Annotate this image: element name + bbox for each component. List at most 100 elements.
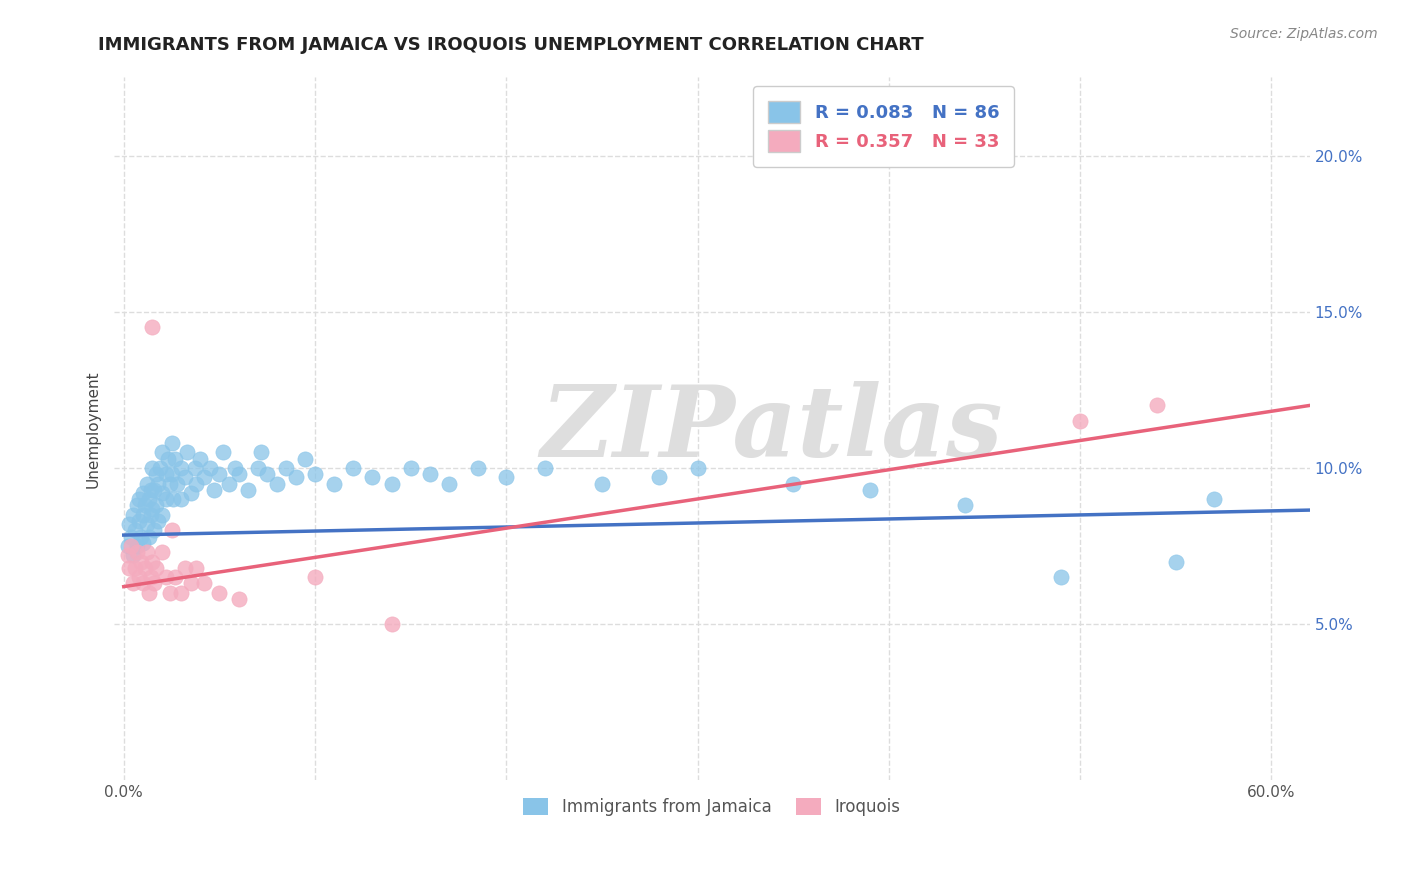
- Point: [143, 524, 166, 538]
- Point: [183, 461, 205, 475]
- Point: [186, 561, 208, 575]
- Point: [399, 461, 422, 475]
- Point: [138, 530, 160, 544]
- Point: [224, 461, 246, 475]
- Point: [246, 461, 269, 475]
- Point: [132, 508, 155, 522]
- Point: [118, 517, 141, 532]
- Point: [228, 467, 250, 482]
- Point: [145, 467, 167, 482]
- Point: [129, 555, 152, 569]
- Point: [1069, 414, 1091, 428]
- Point: [186, 476, 208, 491]
- Point: [132, 576, 155, 591]
- Point: [135, 545, 157, 559]
- Point: [159, 586, 181, 600]
- Point: [122, 576, 145, 591]
- Point: [150, 545, 173, 559]
- Point: [138, 586, 160, 600]
- Point: [166, 476, 188, 491]
- Point: [135, 517, 157, 532]
- Point: [148, 476, 170, 491]
- Point: [160, 436, 183, 450]
- Point: [132, 536, 155, 550]
- Point: [128, 492, 150, 507]
- Point: [198, 461, 221, 475]
- Point: [127, 545, 149, 559]
- Point: [148, 514, 170, 528]
- Point: [118, 561, 141, 575]
- Point: [180, 576, 202, 591]
- Point: [150, 445, 173, 459]
- Point: [419, 467, 441, 482]
- Point: [256, 467, 278, 482]
- Point: [1164, 555, 1187, 569]
- Point: [236, 483, 259, 497]
- Point: [150, 508, 173, 522]
- Point: [124, 561, 146, 575]
- Point: [150, 486, 173, 500]
- Point: [155, 467, 177, 482]
- Text: Source: ZipAtlas.com: Source: ZipAtlas.com: [1230, 27, 1378, 41]
- Point: [188, 451, 211, 466]
- Y-axis label: Unemployment: Unemployment: [86, 370, 100, 488]
- Point: [143, 576, 166, 591]
- Point: [342, 461, 364, 475]
- Point: [193, 470, 215, 484]
- Point: [141, 501, 163, 516]
- Text: IMMIGRANTS FROM JAMAICA VS IROQUOIS UNEMPLOYMENT CORRELATION CHART: IMMIGRANTS FROM JAMAICA VS IROQUOIS UNEM…: [98, 36, 924, 54]
- Point: [145, 561, 167, 575]
- Point: [380, 617, 402, 632]
- Point: [170, 586, 193, 600]
- Point: [467, 461, 489, 475]
- Point: [250, 445, 273, 459]
- Point: [174, 470, 197, 484]
- Point: [304, 467, 326, 482]
- Point: [135, 476, 157, 491]
- Point: [294, 451, 316, 466]
- Point: [202, 483, 225, 497]
- Point: [380, 476, 402, 491]
- Point: [149, 461, 172, 475]
- Point: [132, 486, 155, 500]
- Point: [228, 592, 250, 607]
- Point: [120, 530, 142, 544]
- Point: [170, 461, 193, 475]
- Point: [160, 524, 183, 538]
- Point: [533, 461, 555, 475]
- Point: [129, 530, 152, 544]
- Point: [1146, 399, 1168, 413]
- Point: [165, 451, 187, 466]
- Point: [122, 549, 145, 563]
- Point: [155, 570, 177, 584]
- Point: [127, 499, 149, 513]
- Point: [170, 492, 193, 507]
- Point: [174, 561, 197, 575]
- Point: [208, 467, 231, 482]
- Point: [156, 451, 179, 466]
- Point: [782, 476, 804, 491]
- Point: [128, 514, 150, 528]
- Point: [124, 524, 146, 538]
- Point: [134, 561, 156, 575]
- Point: [955, 499, 977, 513]
- Point: [437, 476, 460, 491]
- Point: [120, 539, 142, 553]
- Point: [162, 492, 184, 507]
- Point: [1202, 492, 1225, 507]
- Point: [176, 445, 198, 459]
- Point: [218, 476, 240, 491]
- Point: [212, 445, 235, 459]
- Point: [859, 483, 882, 497]
- Point: [1050, 570, 1073, 584]
- Point: [495, 470, 517, 484]
- Point: [139, 508, 162, 522]
- Point: [134, 499, 156, 513]
- Point: [323, 476, 346, 491]
- Point: [145, 499, 167, 513]
- Point: [141, 555, 163, 569]
- Point: [180, 486, 202, 500]
- Point: [159, 476, 181, 491]
- Point: [284, 470, 307, 484]
- Point: [117, 539, 139, 553]
